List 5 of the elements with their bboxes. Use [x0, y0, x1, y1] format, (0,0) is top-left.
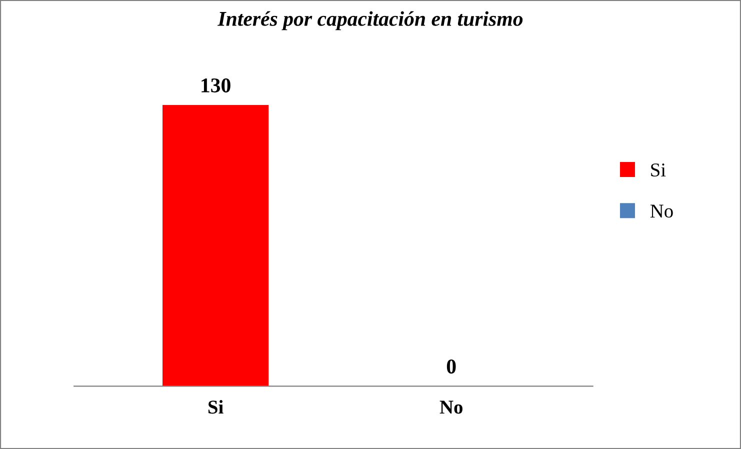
chart-title: Interés por capacitación en turismo [218, 11, 523, 30]
legend-label: Si [651, 163, 666, 177]
legend-label: No [650, 204, 673, 218]
data-label: 130 [202, 78, 230, 92]
data-label: 0 [446, 360, 456, 374]
